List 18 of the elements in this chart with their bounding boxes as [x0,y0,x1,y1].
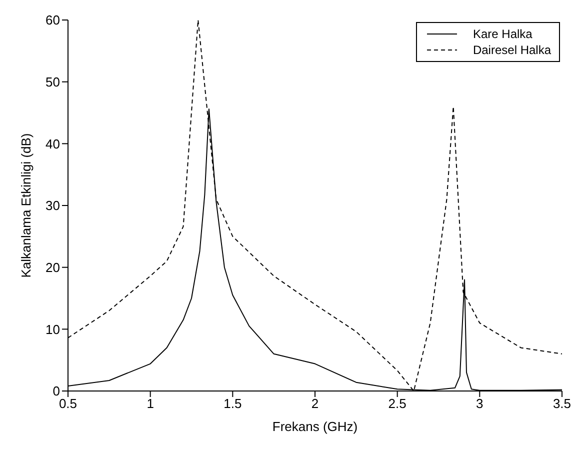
y-axis-title: Kalkanlama Etkinligi (dB) [18,133,34,278]
legend-label: Kare Halka [472,27,532,41]
x-tick-label: 2.5 [388,396,406,412]
y-tick-label: 10 [46,322,60,337]
legend-label: Dairesel Halka [472,43,551,57]
y-tick-label: 60 [46,12,60,28]
x-tick-label: 3.5 [552,396,572,412]
y-tick-label: 0 [52,384,60,399]
y-tick-label: 40 [46,136,60,152]
y-tick-label: 20 [46,260,60,275]
x-tick-label: 1.5 [224,396,242,412]
y-tick-label: 30 [46,198,60,214]
x-axis-title: Frekans (GHz) [272,419,358,434]
y-tick-label: 50 [46,74,60,90]
x-tick-label: 1 [146,396,154,412]
x-tick-label: 2 [311,396,319,412]
x-tick-label: 0.5 [58,396,78,412]
x-tick-label: 3 [476,396,484,412]
